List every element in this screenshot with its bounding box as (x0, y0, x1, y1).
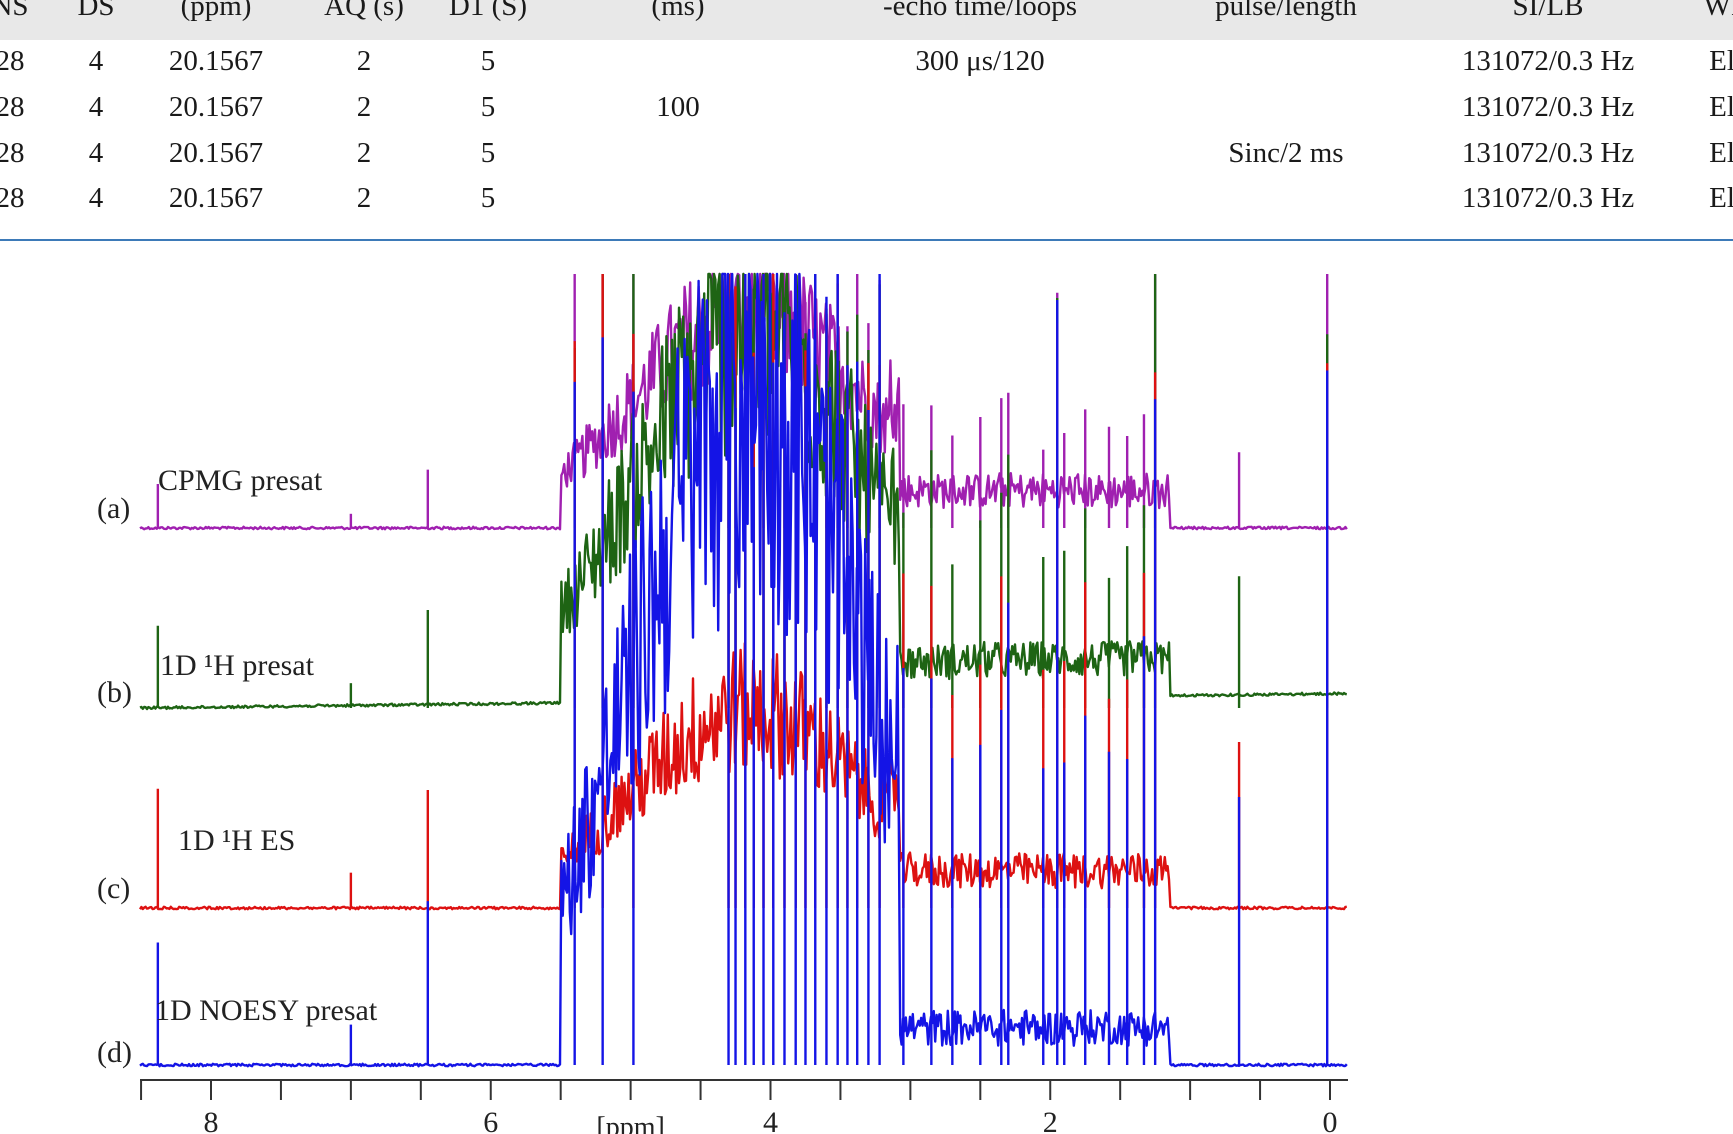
table-bottom-rule (0, 239, 1733, 241)
table-cell: 131072/0.3 Hz (1461, 137, 1635, 169)
table-header-cell: WI (1703, 0, 1733, 22)
table-cell: 28 (0, 137, 25, 169)
table-cell: 100 (656, 91, 700, 123)
x-tick-label: 8 (204, 1106, 219, 1134)
spectrum-trace-d (139, 272, 1348, 1068)
table-cell: 4 (88, 91, 104, 123)
table-cell: 5 (480, 182, 496, 214)
trace-name-a: CPMG presat (158, 464, 323, 497)
spectrum-d (139, 272, 1348, 1068)
trace-name-d: 1D NOESY presat (155, 994, 378, 1027)
table-cell: 2 (356, 182, 372, 214)
table-cell: El (1709, 91, 1733, 123)
table-cell: 5 (480, 45, 496, 77)
table-cell: 28 (0, 182, 25, 214)
table-cell: 28 (0, 91, 25, 123)
table-header-cell: pulse/length (1215, 0, 1357, 22)
table-cell: 20.1567 (168, 182, 264, 214)
table-header-cell: -echo time/loops (882, 0, 1078, 22)
table-cell: 4 (88, 137, 104, 169)
x-axis-label: [ppm] (596, 1112, 664, 1134)
table-cell: 131072/0.3 Hz (1461, 91, 1635, 123)
table-cell: 5 (480, 91, 496, 123)
table-cell: 4 (88, 45, 104, 77)
trace-label-b: (b) (97, 676, 132, 709)
table-cell: 28 (0, 45, 25, 77)
table-header-cell: (ms) (651, 0, 705, 22)
table-cell: 300 μs/120 (915, 45, 1045, 77)
table-cell: 20.1567 (168, 137, 264, 169)
trace-label-d: (d) (97, 1036, 132, 1069)
table-header-cell: SI/LB (1512, 0, 1584, 22)
parameter-table: NS DS (ppm) AQ (s) D1 (S) (ms) -echo time/loop… (0, 0, 1733, 242)
table-cell: 4 (88, 182, 104, 214)
table-cell: El (1709, 137, 1733, 169)
table-header-band (0, 0, 1733, 40)
trace-name-b: 1D ¹H presat (160, 649, 315, 682)
x-tick-label: 4 (763, 1106, 778, 1134)
x-tick-label: 0 (1323, 1106, 1338, 1134)
table-cell: 2 (356, 45, 372, 77)
trace-label-c: (c) (97, 872, 130, 905)
table-header-cell: DS (77, 0, 115, 22)
table-cell: 2 (356, 91, 372, 123)
x-tick-label: 2 (1043, 1106, 1058, 1134)
trace-label-a: (a) (97, 492, 130, 525)
table-cell: Sinc/2 ms (1228, 137, 1344, 169)
table-cell: 5 (480, 137, 496, 169)
table-cell: El (1709, 45, 1733, 77)
table-cell: 131072/0.3 Hz (1461, 45, 1635, 77)
spectrum-trace-b (139, 272, 1347, 711)
nmr-spectra-svg: (a) CPMG presat (b) 1D ¹H presat (c) 1D ¹H ES… (97, 272, 1348, 1134)
trace-name-c: 1D ¹H ES (178, 824, 295, 857)
table-cell: 2 (356, 137, 372, 169)
table-cell: 20.1567 (168, 91, 264, 123)
table-cell: 131072/0.3 Hz (1461, 182, 1635, 214)
table-cell: 20.1567 (168, 45, 264, 77)
nmr-spectra-figure: (a) CPMG presat (b) 1D ¹H presat (c) 1D ¹H ES… (0, 250, 1733, 1134)
spectrum-trace-c (138, 642, 1347, 911)
table-header-cell: (ppm) (180, 0, 252, 22)
x-tick-label: 6 (483, 1106, 498, 1134)
table-cell: El (1709, 182, 1733, 214)
table-header-cell: D1 (S) (448, 0, 528, 22)
table-header-cell: NS (0, 0, 29, 22)
table-header-cell: AQ (s) (324, 0, 404, 22)
